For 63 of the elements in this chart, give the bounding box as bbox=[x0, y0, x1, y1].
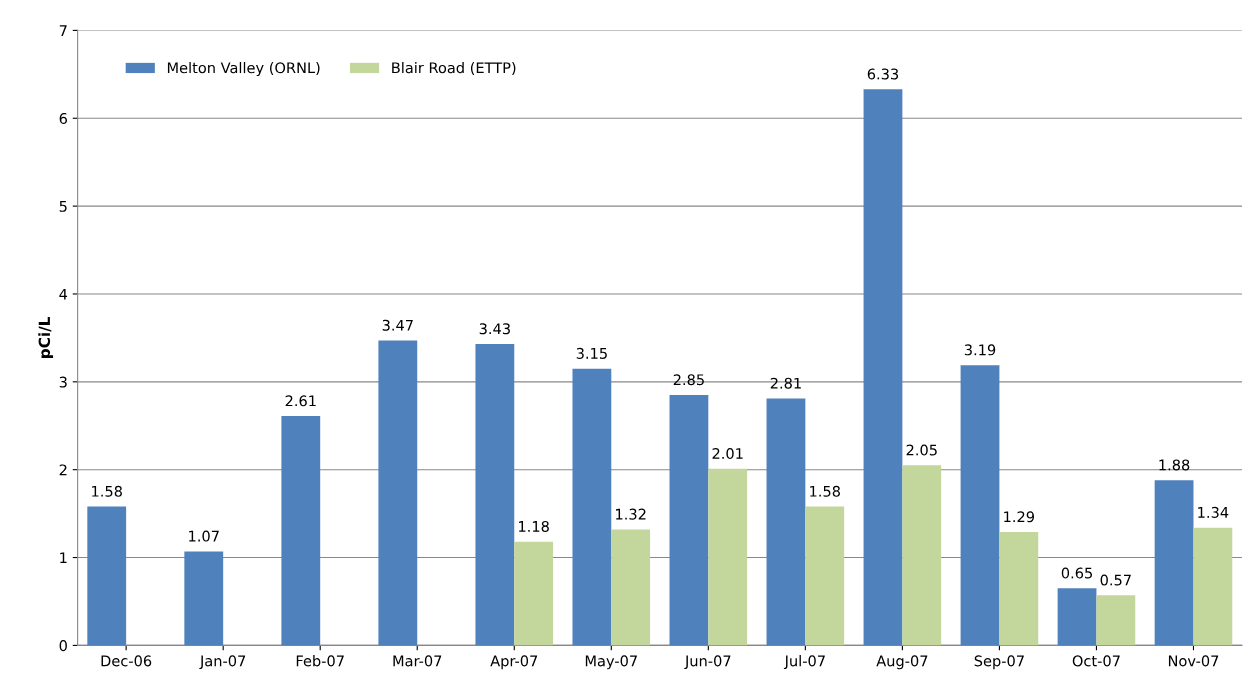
x-tick-label: Sep-07 bbox=[974, 655, 1024, 670]
data-label: 3.15 bbox=[576, 347, 607, 359]
bar bbox=[514, 541, 554, 646]
data-label: 6.33 bbox=[867, 68, 899, 80]
bar bbox=[902, 465, 942, 646]
y-axis-title: pCi/L bbox=[38, 316, 54, 358]
bar bbox=[1193, 527, 1233, 646]
y-tick-label: 5 bbox=[59, 201, 67, 212]
data-label: 1.07 bbox=[189, 530, 219, 542]
bar bbox=[475, 344, 515, 646]
legend-label: Melton Valley (ORNL) bbox=[167, 61, 320, 77]
bar bbox=[669, 395, 709, 646]
data-label: 3.47 bbox=[382, 319, 413, 331]
data-label: 0.65 bbox=[1061, 567, 1092, 579]
data-label: 0.57 bbox=[1100, 574, 1131, 586]
data-label: 1.32 bbox=[616, 508, 646, 520]
bar bbox=[960, 365, 1000, 646]
bar bbox=[766, 398, 806, 646]
x-tick-label: Feb-07 bbox=[296, 655, 344, 667]
x-tick-label: Oct-07 bbox=[1072, 655, 1120, 667]
x-tick-label: Nov-07 bbox=[1168, 655, 1219, 667]
y-tick-label: 3 bbox=[59, 376, 67, 388]
legend-label: Blair Road (ETTP) bbox=[392, 61, 516, 75]
data-label: 1.29 bbox=[1004, 511, 1035, 523]
data-label: 2.01 bbox=[712, 448, 743, 460]
y-tick-label: 7 bbox=[59, 25, 67, 36]
x-tick-label: Aug-07 bbox=[876, 655, 928, 670]
bar bbox=[863, 89, 903, 646]
bar bbox=[1057, 588, 1097, 646]
bar bbox=[572, 368, 612, 646]
x-tick-label: Apr-07 bbox=[490, 655, 538, 670]
bar bbox=[1096, 595, 1136, 646]
data-label: 1.34 bbox=[1198, 506, 1229, 518]
bar bbox=[611, 529, 651, 646]
data-label: 2.85 bbox=[673, 374, 704, 386]
bar bbox=[999, 532, 1039, 646]
y-tick-label: 6 bbox=[59, 112, 67, 125]
bar bbox=[1154, 480, 1194, 646]
data-label: 1.58 bbox=[810, 485, 840, 497]
x-tick-label: Dec-06 bbox=[101, 655, 152, 667]
data-label: 1.58 bbox=[92, 485, 122, 497]
x-tick-label: Jul-07 bbox=[783, 655, 825, 670]
data-label: 1.18 bbox=[519, 520, 549, 532]
bar bbox=[378, 340, 418, 646]
data-label: 2.61 bbox=[285, 395, 316, 407]
bar bbox=[184, 551, 224, 646]
bar bbox=[805, 506, 845, 646]
data-label: 3.43 bbox=[479, 323, 510, 335]
x-tick-label: Jun-07 bbox=[684, 655, 731, 670]
x-tick-label: Mar-07 bbox=[393, 655, 442, 667]
bar bbox=[281, 416, 321, 646]
data-label: 2.05 bbox=[906, 444, 937, 456]
y-tick-label: 4 bbox=[59, 288, 68, 300]
data-label: 3.19 bbox=[964, 344, 996, 356]
data-label: 2.81 bbox=[770, 377, 801, 389]
y-tick-label: 0 bbox=[59, 640, 67, 652]
data-label: 1.88 bbox=[1159, 459, 1190, 471]
bar bbox=[87, 506, 127, 646]
bar bbox=[708, 468, 748, 646]
y-tick-label: 1 bbox=[60, 552, 67, 564]
y-tick-label: 2 bbox=[59, 464, 67, 476]
x-tick-label: Jan-07 bbox=[199, 655, 246, 670]
x-tick-label: May-07 bbox=[585, 655, 637, 670]
